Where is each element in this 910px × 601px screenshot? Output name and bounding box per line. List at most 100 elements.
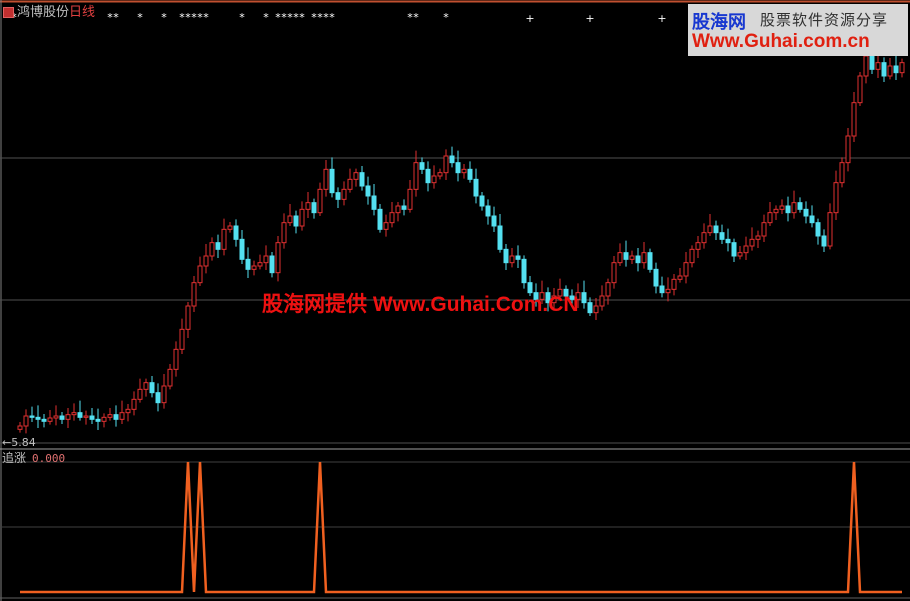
candle xyxy=(185,302,191,338)
candle xyxy=(245,247,251,278)
candle-body xyxy=(197,265,203,284)
candle-body xyxy=(221,228,227,250)
candle-body xyxy=(509,255,515,264)
signal-plus-marker: + xyxy=(657,12,666,25)
candle xyxy=(551,288,557,309)
candle xyxy=(647,248,653,273)
candle-body xyxy=(401,205,407,210)
candle-body xyxy=(125,408,131,414)
candle-body xyxy=(815,222,821,237)
candle xyxy=(317,182,323,216)
stock-icon[interactable] xyxy=(3,7,14,18)
candle xyxy=(545,287,551,312)
candle xyxy=(149,376,155,398)
candle-body xyxy=(419,162,425,170)
candle xyxy=(521,255,527,289)
candle xyxy=(791,190,797,219)
candle-body xyxy=(257,262,263,267)
candle-body xyxy=(569,295,575,300)
candle xyxy=(437,168,443,180)
candle xyxy=(137,378,143,403)
candle-body xyxy=(101,416,107,422)
candle-body xyxy=(443,155,449,174)
indicator-name[interactable]: 追涨 xyxy=(2,451,27,465)
candle-body xyxy=(479,195,485,207)
candle xyxy=(581,280,587,309)
candle xyxy=(737,246,743,260)
candle-body xyxy=(761,222,767,237)
candle-body xyxy=(599,295,605,307)
candle xyxy=(371,184,377,216)
signal-star-marker: * xyxy=(137,11,143,24)
candle xyxy=(203,244,209,274)
candle xyxy=(29,406,35,422)
candle xyxy=(731,238,737,262)
signal-plus-marker: + xyxy=(585,12,594,25)
candle xyxy=(767,202,773,226)
candle xyxy=(707,214,713,236)
candle-body xyxy=(269,255,275,274)
candle xyxy=(701,223,707,249)
candle-body xyxy=(473,178,479,197)
candle-body xyxy=(791,202,797,214)
candle-body xyxy=(17,425,23,430)
candle-body xyxy=(521,258,527,284)
candle xyxy=(287,204,293,226)
candle xyxy=(755,230,761,248)
candle-body xyxy=(563,288,569,297)
candle-body xyxy=(755,235,761,240)
candle-body xyxy=(593,305,599,314)
signal-star-marker: * xyxy=(287,11,293,24)
candle-body xyxy=(809,215,815,224)
candle-body xyxy=(617,252,623,264)
candle-body xyxy=(731,242,737,257)
candle xyxy=(533,283,539,307)
candle-body xyxy=(275,242,281,274)
candle-body xyxy=(413,162,419,190)
candle-body xyxy=(827,212,833,247)
candle-body xyxy=(203,255,209,267)
candle xyxy=(827,203,833,250)
candle xyxy=(143,378,149,397)
candle xyxy=(725,228,731,252)
candle xyxy=(353,168,359,187)
candle xyxy=(305,192,311,218)
candle xyxy=(23,409,29,434)
candle xyxy=(497,214,503,253)
candle xyxy=(845,128,851,172)
candle-body xyxy=(359,172,365,187)
signal-star-marker: * xyxy=(299,11,305,24)
candle-body xyxy=(377,208,383,230)
candle xyxy=(395,202,401,222)
candle-body xyxy=(119,412,125,420)
candle-body xyxy=(767,212,773,224)
stock-name: 鸿博股份 xyxy=(17,5,70,20)
candle xyxy=(665,277,671,302)
candle xyxy=(539,280,545,304)
signal-star-marker: * xyxy=(179,11,185,24)
logo-slogan: 股票软件资源分享 xyxy=(760,11,889,29)
candle-body xyxy=(227,225,233,230)
candle-body xyxy=(311,202,317,214)
candle-body xyxy=(539,292,545,300)
candle xyxy=(41,414,47,428)
candle-body xyxy=(245,258,251,270)
candle xyxy=(263,245,269,270)
candle-body xyxy=(623,252,629,260)
candle-body xyxy=(185,305,191,330)
candle xyxy=(623,240,629,267)
candle-body xyxy=(665,288,671,294)
signal-star-marker: * xyxy=(263,11,269,24)
candle-body xyxy=(857,75,863,104)
low-price-marker: ←5.84 xyxy=(2,436,36,449)
candle-body xyxy=(707,225,713,234)
candles-group xyxy=(17,46,905,434)
candle-body xyxy=(821,235,827,247)
candle xyxy=(887,58,893,80)
period-label[interactable]: 日线 xyxy=(69,5,96,20)
candle-body xyxy=(527,282,533,294)
candle xyxy=(695,236,701,258)
candle-body xyxy=(365,185,371,197)
candle xyxy=(683,252,689,284)
